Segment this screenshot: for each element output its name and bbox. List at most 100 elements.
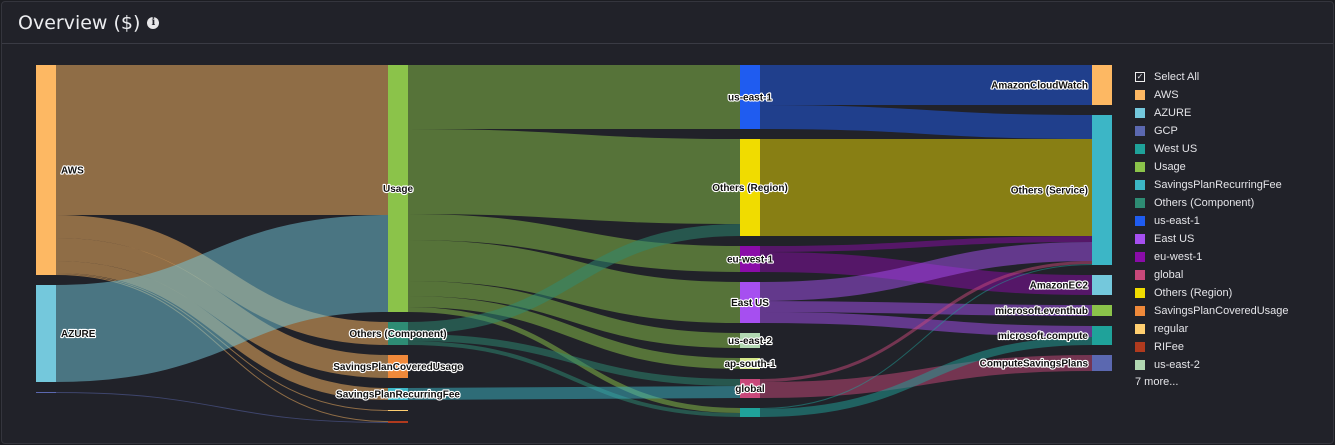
sankey-node[interactable] [36,285,56,382]
legend-item-label: RIFee [1154,341,1184,353]
sankey-node[interactable] [1092,275,1112,295]
sankey-link[interactable] [759,261,1093,382]
sankey-node-label: Others (Region) [712,183,788,194]
sankey-node-label: Usage [383,184,413,195]
sankey-node[interactable] [740,282,760,323]
sankey-node-label: global [735,384,765,395]
legend-swatch [1135,360,1145,370]
sankey-node[interactable] [1092,65,1112,105]
sankey-node[interactable] [388,355,408,378]
card-header: Overview ($) i [2,2,1333,44]
legend-swatch [1135,288,1145,298]
legend-item[interactable]: East US [1135,230,1289,248]
sankey-link[interactable] [407,296,741,369]
sankey-link[interactable] [759,105,1093,139]
sankey-node[interactable] [740,379,760,398]
sankey-link[interactable] [759,337,1093,417]
legend-item-label: AZURE [1154,107,1192,119]
sankey-node-label: ap-south-1 [724,359,776,370]
sankey-link[interactable] [407,386,741,400]
sankey-link[interactable] [759,312,1093,337]
sankey-link[interactable] [55,392,389,423]
sankey-node[interactable] [388,410,408,411]
sankey-node[interactable] [740,333,760,348]
legend-item-label: Others (Component) [1154,197,1255,209]
sankey-node[interactable] [36,65,56,275]
sankey-link[interactable] [407,214,741,272]
sankey-node[interactable] [740,358,760,369]
sankey-node[interactable] [1092,355,1112,371]
legend-item[interactable]: GCP [1135,122,1289,140]
legend-item[interactable]: eu-west-1 [1135,248,1289,266]
sankey-node[interactable] [740,408,760,417]
sankey-node[interactable] [1092,326,1112,345]
sankey-node[interactable] [388,65,408,312]
legend-swatch [1135,162,1145,172]
sankey-node-label: AZURE [61,329,96,340]
sankey-node-label: AmazonCloudWatch [991,81,1088,92]
sankey-link[interactable] [759,301,1093,316]
legend-item[interactable]: RIFee [1135,338,1289,356]
sankey-node-label: AmazonEC2 [1030,281,1089,292]
legend-item-label: global [1154,269,1184,281]
sankey-node-label: microsoft.compute [998,331,1088,342]
legend-item[interactable]: SavingsPlanCoveredUsage [1135,302,1289,320]
legend-item-label: GCP [1154,125,1178,137]
legend-swatch [1135,342,1145,352]
legend-more-link[interactable]: 7 more... [1135,376,1179,388]
checkbox-checked-icon[interactable]: ✓ [1135,72,1145,82]
legend-swatch [1135,324,1145,334]
sankey-link[interactable] [407,334,741,386]
card-title: Overview ($) [18,11,141,34]
sankey-node-label: ComputeSavingsPlans [980,359,1089,370]
legend-item-label: eu-west-1 [1154,251,1203,263]
sankey-node[interactable] [388,322,408,345]
info-icon[interactable]: i [147,16,160,29]
sankey-node-label: SavingsPlanRecurringFee [336,390,460,401]
sankey-node-label: Others (Component) [349,329,446,340]
legend: ✓ Select All AWS AZURE GCP West US Usage Savi… [1135,68,1289,388]
legend-item[interactable]: AZURE [1135,104,1289,122]
sankey-link[interactable] [759,236,1093,252]
legend-select-all[interactable]: ✓ Select All [1135,68,1289,86]
legend-item-label: AWS [1154,89,1179,101]
sankey-node[interactable] [388,421,408,423]
sankey-node[interactable] [36,392,56,393]
legend-item[interactable]: us-east-1 [1135,212,1289,230]
legend-item-label: SavingsPlanCoveredUsage [1154,305,1289,317]
sankey-node[interactable] [740,139,760,236]
sankey-node[interactable] [388,388,408,400]
sankey-link[interactable] [759,264,1093,409]
legend-item-label: regular [1154,323,1189,335]
sankey-node[interactable] [740,65,760,129]
legend-item[interactable]: West US [1135,140,1289,158]
sankey-link[interactable] [407,224,741,334]
sankey-node-label: us-east-1 [728,93,772,104]
sankey-link[interactable] [55,215,389,382]
sankey-node[interactable] [1092,115,1112,265]
sankey-node-label: AWS [61,166,84,177]
legend-item-label: East US [1154,233,1195,245]
sankey-node-label: microsoft.eventhub [995,306,1088,317]
sankey-link[interactable] [407,129,741,224]
legend-item-label: us-east-1 [1154,215,1200,227]
legend-swatch [1135,306,1145,316]
legend-swatch [1135,234,1145,244]
sankey-node[interactable] [1092,305,1112,316]
legend-swatch [1135,180,1145,190]
sankey-node[interactable] [740,246,760,272]
sankey-link[interactable] [407,341,741,417]
legend-item[interactable]: Usage [1135,158,1289,176]
legend-item[interactable]: regular [1135,320,1289,338]
legend-item[interactable]: global [1135,266,1289,284]
legend-item[interactable]: Others (Component) [1135,194,1289,212]
legend-item-label: West US [1154,143,1198,155]
legend-item-label: Usage [1154,161,1186,173]
sankey-link[interactable] [759,242,1093,301]
legend-item[interactable]: us-east-2 [1135,356,1289,374]
legend-item[interactable]: Others (Region) [1135,284,1289,302]
legend-item[interactable]: SavingsPlanRecurringFee [1135,176,1289,194]
sankey-link[interactable] [407,281,741,348]
sankey-node-label: eu-west-1 [727,255,774,266]
legend-item[interactable]: AWS [1135,86,1289,104]
